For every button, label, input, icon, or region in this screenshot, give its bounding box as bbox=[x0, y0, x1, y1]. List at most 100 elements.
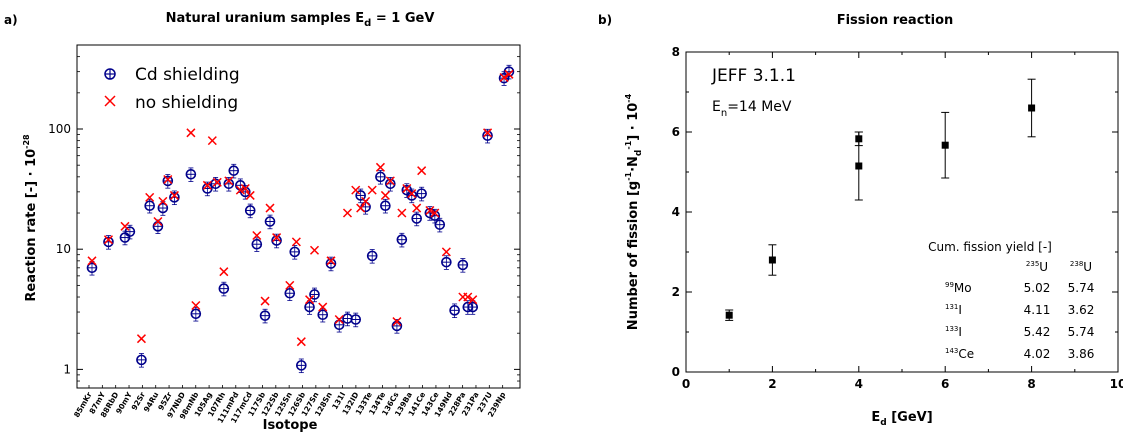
no-shielding-point bbox=[224, 176, 234, 186]
no-shielding-point bbox=[245, 190, 255, 200]
table-row-isotope: 143Ce bbox=[945, 347, 974, 361]
cd-shielding-point bbox=[124, 224, 136, 240]
cd-shielding-point bbox=[264, 214, 276, 230]
no-shielding-point bbox=[219, 267, 229, 277]
fission-yield-table-title: Cum. fission yield [-] bbox=[928, 240, 1052, 254]
no-shielding-point bbox=[367, 185, 377, 195]
cd-shielding-point bbox=[350, 312, 362, 328]
no-shielding-point bbox=[342, 208, 353, 218]
fission-data-point bbox=[725, 309, 734, 321]
cd-shielding-point bbox=[251, 237, 263, 252]
chart-b: Fission reaction 0 2 4 6 8 10 0 2 4 6 8 JEFF 3.1.1… bbox=[624, 13, 1123, 428]
cd-shielding-point bbox=[406, 188, 418, 204]
table-header-u235: 235U bbox=[1026, 260, 1048, 274]
no-shielding-point bbox=[430, 208, 440, 218]
no-shielding-point bbox=[463, 292, 473, 302]
cd-shielding-point bbox=[185, 167, 197, 182]
cd-shielding-point bbox=[244, 203, 256, 219]
no-shielding-point bbox=[240, 183, 250, 194]
cd-shielding-point bbox=[259, 308, 271, 324]
cd-shielding-point bbox=[449, 303, 460, 318]
cd-shielding-point bbox=[228, 163, 240, 179]
no-shielding-point bbox=[235, 185, 245, 195]
no-shielding-point bbox=[305, 295, 315, 305]
y-tick-label: 6 bbox=[672, 125, 680, 139]
y-tick-label: 10 bbox=[56, 242, 71, 256]
table-cell-u235: 4.02 bbox=[1024, 347, 1051, 361]
no-shielding-point bbox=[163, 174, 173, 185]
y-tick-label: 2 bbox=[672, 285, 680, 299]
cd-shielding-point bbox=[317, 307, 329, 323]
no-shielding-point bbox=[468, 295, 478, 305]
chart-b-ylabel: Number of fission [g-1·Nd-1] · 10-4 bbox=[624, 93, 644, 330]
no-shielding-point bbox=[103, 235, 114, 245]
no-shielding-point bbox=[87, 256, 97, 266]
no-shielding-point bbox=[417, 166, 427, 176]
no-shielding-point bbox=[265, 203, 275, 213]
chart-a-ylabel: Reaction rate [-] · 10-28 bbox=[22, 134, 39, 302]
no-shielding-point bbox=[285, 280, 295, 290]
y-tick-label: 1 bbox=[63, 362, 71, 376]
cd-shielding-point bbox=[355, 188, 366, 204]
chart-a: Natural uranium samples Ed = 1 GeV 1 10 10… bbox=[22, 11, 521, 432]
no-shielding-point bbox=[397, 208, 407, 218]
no-shielding-point bbox=[212, 177, 222, 187]
no-shielding-point bbox=[392, 317, 402, 327]
chart-a-minor-ticks bbox=[77, 44, 520, 389]
fission-yield-table: Cum. fission yield [-] 235U 238U 99Mo 5.0… bbox=[928, 240, 1094, 361]
no-shielding-point bbox=[318, 302, 328, 312]
fission-yield-table-rows: 99Mo 5.02 5.74 131I 4.11 3.62 133I 5.42 5.74 143C… bbox=[945, 281, 1094, 361]
x-tick-label: 10 bbox=[1110, 377, 1123, 391]
cd-shielding-point bbox=[218, 281, 230, 297]
panel-b-label: b) bbox=[598, 13, 612, 27]
no-shielding-point bbox=[186, 128, 196, 138]
cd-shielding-point bbox=[309, 287, 320, 303]
x-tick-label: 8 bbox=[1027, 377, 1035, 391]
cd-shielding-point bbox=[380, 198, 391, 214]
chart-b-ticks: 0 2 4 6 8 10 0 2 4 6 8 bbox=[672, 45, 1123, 391]
no-shielding-point bbox=[153, 216, 163, 227]
table-row-isotope: 131I bbox=[945, 303, 962, 317]
cd-shielding-point bbox=[162, 174, 174, 189]
chart-b-xlabel: Ed [GeV] bbox=[871, 410, 932, 428]
no-shielding-point bbox=[407, 189, 417, 199]
no-shielding-point bbox=[136, 334, 146, 344]
no-shielding-point bbox=[334, 314, 344, 325]
y-tick-label: 4 bbox=[672, 205, 680, 219]
chart-a-xlabel: Isotope bbox=[263, 418, 318, 432]
cd-shielding-point bbox=[103, 235, 114, 250]
table-cell-u238: 5.74 bbox=[1068, 325, 1095, 339]
chart-a-plot-frame bbox=[76, 44, 521, 389]
cd-shielding-point bbox=[416, 186, 427, 202]
no-shielding-point bbox=[504, 69, 514, 79]
no-shielding-point bbox=[291, 237, 301, 247]
no-shielding-point bbox=[412, 203, 422, 213]
no-shielding-point bbox=[158, 196, 168, 206]
no-shielding-point bbox=[375, 162, 385, 172]
y-tick-label: 8 bbox=[672, 45, 680, 59]
x-tick-label: 4 bbox=[855, 377, 863, 391]
no-shielding-point bbox=[202, 180, 212, 190]
cd-shielding-point bbox=[284, 286, 296, 301]
cd-shielding-point bbox=[296, 358, 307, 374]
no-shielding-point bbox=[252, 230, 262, 241]
chart-a-legend: Cd shielding no shielding bbox=[104, 65, 240, 113]
cd-shielding-point bbox=[434, 217, 446, 233]
chart-a-points bbox=[86, 64, 515, 374]
cd-shielding-point bbox=[86, 261, 98, 276]
no-shielding-point bbox=[356, 203, 366, 213]
fission-data-point bbox=[854, 131, 863, 201]
fission-data-point bbox=[941, 111, 950, 179]
table-cell-u235: 5.02 bbox=[1024, 281, 1051, 295]
no-shielding-point bbox=[351, 185, 361, 195]
no-shielding-point bbox=[169, 190, 179, 200]
chart-b-title: Fission reaction bbox=[837, 13, 954, 28]
cd-shielding-point bbox=[375, 170, 386, 185]
cd-shielding-point bbox=[366, 249, 378, 264]
cd-shielding-point bbox=[411, 211, 422, 227]
cd-shielding-point bbox=[457, 258, 469, 273]
chart-b-points bbox=[725, 78, 1036, 321]
cd-shielding-point bbox=[441, 255, 452, 270]
no-shielding-point bbox=[380, 190, 390, 200]
